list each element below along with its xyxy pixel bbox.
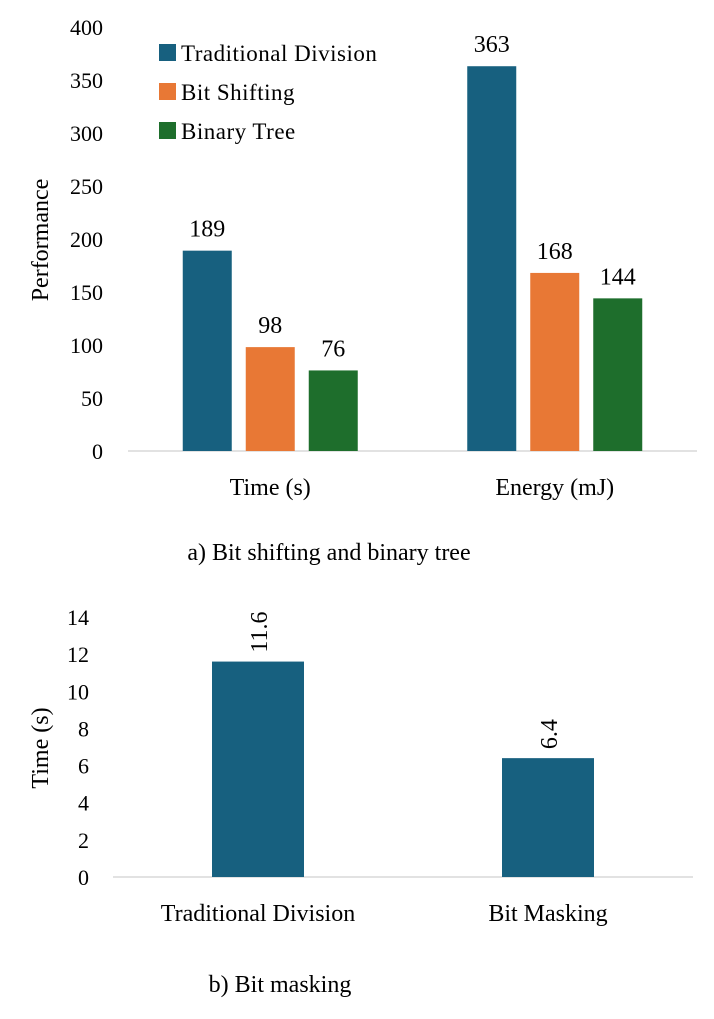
chart-a-data-label: 76 xyxy=(321,336,345,362)
chart-a-data-label: 98 xyxy=(258,313,282,339)
chart-b-y-tick-label: 14 xyxy=(67,605,89,630)
chart-a-bar-bit-shifting xyxy=(245,347,295,451)
chart-b-data-label: 11.6 xyxy=(247,611,273,652)
chart-b-category-label: Traditional Division xyxy=(161,901,355,927)
chart-a-data-label: 189 xyxy=(189,217,225,243)
chart-b-bar-bit-masking xyxy=(502,758,594,877)
chart-b-y-tick-label: 10 xyxy=(67,679,89,704)
chart-b-y-tick-label: 6 xyxy=(78,754,89,779)
chart-a-y-tick-label: 350 xyxy=(70,68,103,93)
chart-a-category-labels: Time (s) Energy (mJ) xyxy=(230,475,615,501)
chart-a-category-label: Energy (mJ) xyxy=(495,475,614,501)
chart-b-bars xyxy=(212,661,594,877)
chart-b-y-tick-label: 4 xyxy=(78,791,89,816)
chart-b-data-labels: 11.6 6.4 xyxy=(247,611,563,749)
chart-b-category-label: Bit Masking xyxy=(488,901,607,927)
chart-a-data-label: 144 xyxy=(600,264,636,290)
chart-a-y-tick-label: 250 xyxy=(70,174,103,199)
chart-a-y-tick-label: 50 xyxy=(81,386,103,411)
chart-a-y-tick-label: 200 xyxy=(70,227,103,252)
chart-a-y-tick-label: 0 xyxy=(92,439,103,464)
chart-a-y-ticks: 0 50 100 150 200 250 300 350 400 xyxy=(70,15,103,464)
chart-a-bar-traditional-division xyxy=(182,250,232,451)
chart-a-legend-label: Binary Tree xyxy=(181,119,296,144)
chart-b: 0 2 4 6 8 10 12 14 11.6 6.4 Traditional Division… xyxy=(28,605,693,998)
chart-a-legend-label: Traditional Division xyxy=(181,41,377,66)
chart-a-bar-bit-shifting xyxy=(530,272,580,451)
chart-a-bar-traditional-division xyxy=(467,66,517,451)
chart-b-y-tick-label: 12 xyxy=(67,642,89,667)
chart-a-legend: Traditional Division Bit Shifting Binary T… xyxy=(159,41,377,144)
chart-b-bar-traditional-division xyxy=(212,661,304,877)
chart-a-bar-binary-tree xyxy=(308,370,358,451)
chart-a-legend-label: Bit Shifting xyxy=(181,80,295,105)
chart-a-data-labels: 189 98 76 363 168 144 xyxy=(189,32,636,362)
chart-a-legend-swatch xyxy=(159,83,176,100)
chart-b-y-tick-label: 2 xyxy=(78,828,89,853)
chart-b-category-labels: Traditional Division Bit Masking xyxy=(161,901,608,927)
chart-a-legend-swatch xyxy=(159,44,176,61)
chart-b-y-axis-title: Time (s) xyxy=(28,707,54,788)
chart-a-y-tick-label: 300 xyxy=(70,121,103,146)
chart-b-y-tick-label: 8 xyxy=(78,716,89,741)
chart-b-data-label: 6.4 xyxy=(537,719,563,749)
chart-a-bars xyxy=(182,66,643,451)
chart-a-legend-swatch xyxy=(159,122,176,139)
chart-a-y-tick-label: 100 xyxy=(70,333,103,358)
chart-a-bar-binary-tree xyxy=(593,298,643,451)
chart-a-data-label: 168 xyxy=(537,239,573,265)
chart-a: 0 50 100 150 200 250 300 350 400 189 98 76 363 168 14… xyxy=(28,15,697,566)
chart-a-data-label: 363 xyxy=(474,32,510,58)
chart-b-y-ticks: 0 2 4 6 8 10 12 14 xyxy=(67,605,89,890)
chart-a-y-axis-title: Performance xyxy=(28,179,54,302)
chart-b-caption: b) Bit masking xyxy=(209,972,352,998)
chart-a-caption: a) Bit shifting and binary tree xyxy=(187,540,470,566)
chart-a-y-tick-label: 400 xyxy=(70,15,103,40)
chart-b-y-tick-label: 0 xyxy=(78,865,89,890)
chart-a-y-tick-label: 150 xyxy=(70,280,103,305)
chart-a-category-label: Time (s) xyxy=(230,475,311,501)
